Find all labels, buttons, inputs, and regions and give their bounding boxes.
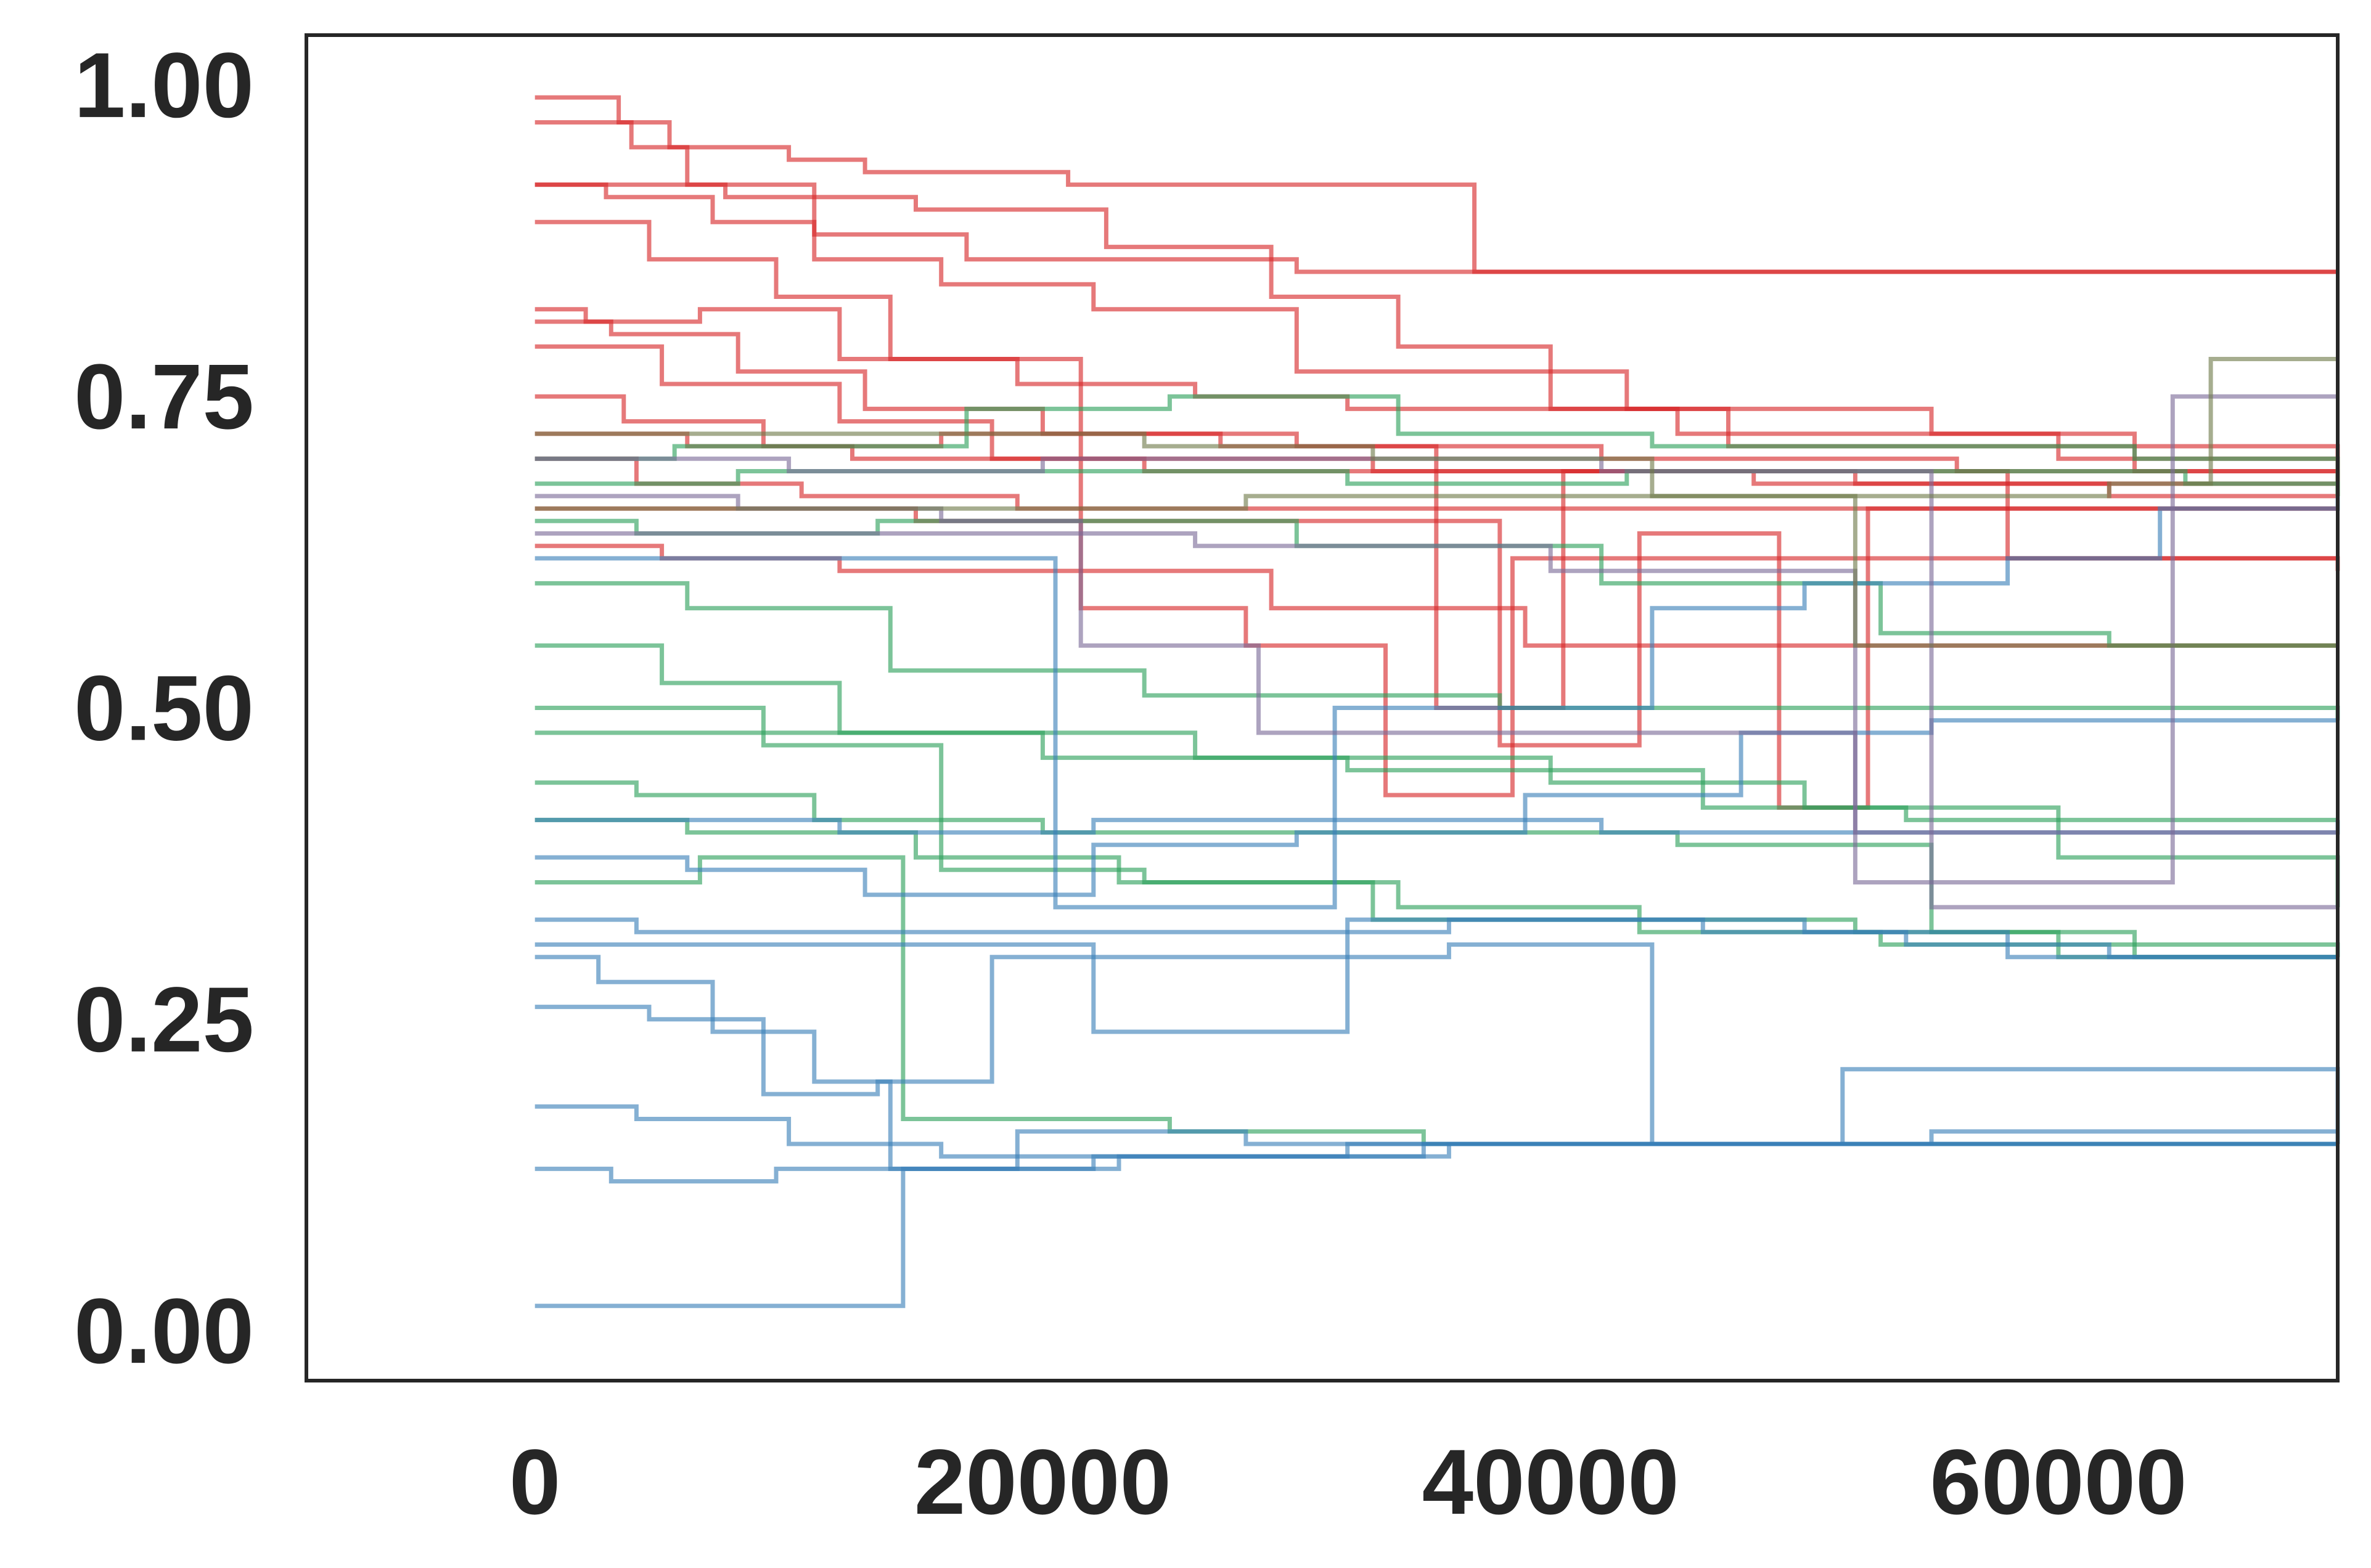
y-tick-label: 0.75 [74, 345, 254, 448]
y-tick-label: 0.50 [74, 656, 254, 760]
series-line-37 [534, 357, 2338, 511]
x-axis-ticks: 0 20000 40000 60000 [509, 1430, 2187, 1533]
y-tick-label: 0.00 [74, 1279, 254, 1382]
series-line-13 [534, 182, 2340, 496]
x-tick-label: 0 [509, 1430, 560, 1533]
series-line-22 [534, 855, 2338, 1146]
series-line-25 [534, 917, 2338, 1034]
series-line-17 [534, 730, 2340, 907]
series-line-29 [534, 955, 2338, 1171]
series-line-38 [534, 431, 2338, 648]
x-tick-label: 40000 [1422, 1430, 1679, 1533]
plot-frame [305, 33, 2340, 1382]
series-line-11 [534, 307, 2338, 798]
y-tick-label: 0.25 [74, 968, 254, 1071]
series-layer [534, 95, 2340, 1309]
y-tick-label: 1.00 [74, 33, 254, 137]
series-line-24 [534, 917, 2338, 960]
y-axis-ticks: 0.00 0.25 0.50 0.75 1.00 [74, 33, 254, 1382]
series-line-3 [534, 182, 2340, 496]
series-line-10 [534, 394, 2340, 710]
series-line-33 [534, 496, 2340, 910]
series-line-8 [534, 456, 2338, 511]
series-line-32 [534, 942, 2340, 1146]
x-tick-label: 60000 [1930, 1430, 2187, 1533]
series-line-4 [534, 219, 2340, 496]
series-line-20 [534, 394, 2340, 496]
x-tick-label: 20000 [914, 1430, 1171, 1533]
series-line-15 [534, 581, 2340, 721]
series-line-19 [534, 817, 2340, 957]
